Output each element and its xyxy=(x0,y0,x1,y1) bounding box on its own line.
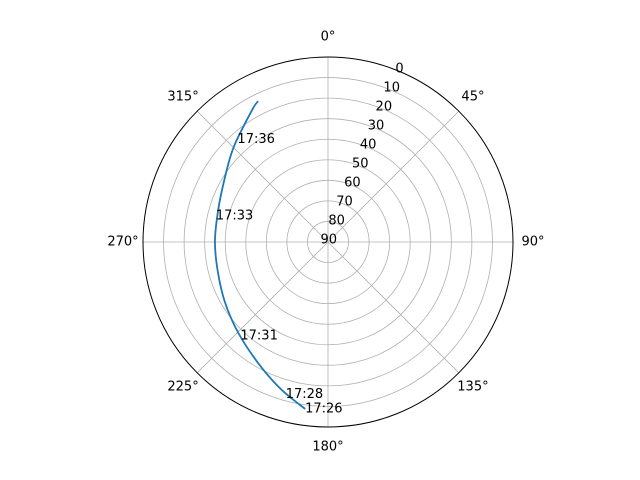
label-layer: 0° 45° 90° 135° 180° 225° 270° 315° 0 10 20 30 40 50 6… xyxy=(107,30,544,455)
radial-tick-label: 70 xyxy=(336,195,353,210)
angle-tick-label: 180° xyxy=(312,440,343,455)
angle-gridline xyxy=(196,110,329,243)
radial-tick-label: 90 xyxy=(320,233,337,248)
angle-tick-label: 0° xyxy=(321,30,336,45)
radial-gridline xyxy=(307,221,349,263)
time-annotation: 17:31 xyxy=(240,328,277,343)
radial-gridline xyxy=(204,118,452,366)
radial-tick-label: 50 xyxy=(352,157,369,172)
angle-tick-label: 90° xyxy=(521,235,544,250)
radial-gridline xyxy=(224,138,432,346)
time-annotation: 17:36 xyxy=(237,132,274,147)
polar-frame xyxy=(142,56,514,428)
time-annotation: 17:26 xyxy=(305,401,342,416)
radial-tick-label: 0 xyxy=(395,62,403,77)
radial-tick-label: 10 xyxy=(383,81,400,96)
angle-gridline xyxy=(327,241,460,374)
radial-tick-label: 80 xyxy=(328,214,345,229)
radial-tick-label: 40 xyxy=(360,138,377,153)
angle-tick-label: 135° xyxy=(457,379,488,394)
angle-tick-label: 225° xyxy=(167,379,198,394)
radial-gridline xyxy=(163,77,493,407)
time-annotation: 17:28 xyxy=(286,387,323,402)
radial-gridline xyxy=(265,179,391,305)
grid-layer xyxy=(143,57,513,427)
time-annotation: 17:33 xyxy=(216,209,253,224)
angle-tick-label: 270° xyxy=(107,235,138,250)
angle-gridline xyxy=(196,241,329,374)
radial-tick-label: 30 xyxy=(368,119,385,134)
angle-tick-label: 315° xyxy=(167,90,198,105)
radial-gridline xyxy=(245,159,411,325)
angle-tick-label: 45° xyxy=(461,90,484,105)
radial-gridline xyxy=(183,97,473,387)
radial-tick-label: 20 xyxy=(376,100,393,115)
radial-tick-label: 60 xyxy=(344,176,361,191)
angle-gridline xyxy=(327,110,460,243)
series-layer xyxy=(214,100,306,410)
radial-gridline xyxy=(286,200,370,284)
series-line xyxy=(214,100,306,410)
